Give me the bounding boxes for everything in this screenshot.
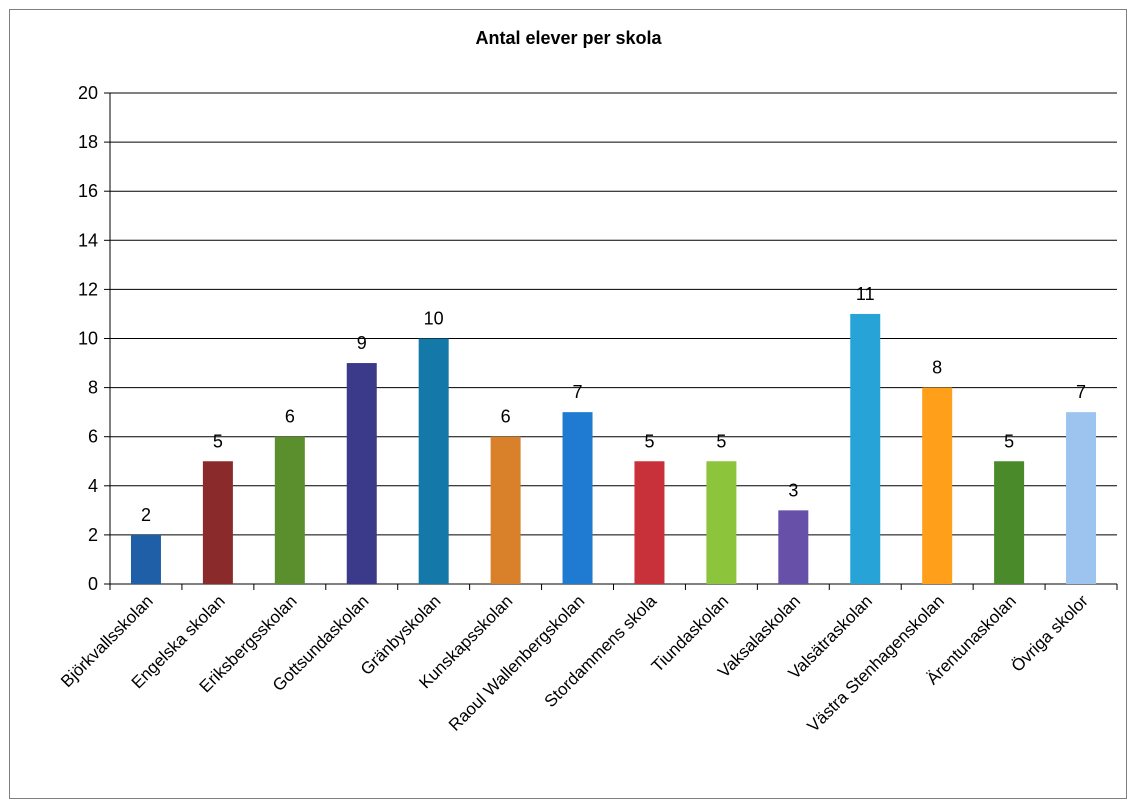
bar: [634, 461, 665, 584]
data-label: 8: [932, 358, 942, 378]
y-tick-label: 4: [88, 476, 98, 496]
bar: [130, 534, 161, 584]
data-label: 5: [213, 431, 223, 451]
data-label: 10: [424, 309, 444, 329]
data-label: 6: [285, 407, 295, 427]
data-label: 9: [357, 333, 367, 353]
bar: [418, 338, 449, 584]
y-tick-label: 10: [78, 329, 98, 349]
y-tick-label: 18: [78, 132, 98, 152]
bar: [1066, 412, 1097, 584]
bar: [778, 510, 809, 584]
data-label: 3: [788, 480, 798, 500]
x-tick-label: Övriga skolor: [1008, 591, 1092, 675]
y-tick-label: 0: [88, 574, 98, 594]
data-label: 6: [501, 407, 511, 427]
bar: [994, 461, 1025, 584]
y-tick-label: 2: [88, 525, 98, 545]
y-tick-label: 20: [78, 83, 98, 103]
bar: [274, 436, 305, 584]
x-tick-label: Raoul Wallenbergskolan: [445, 591, 588, 734]
data-label: 7: [1076, 382, 1086, 402]
y-tick-label: 6: [88, 427, 98, 447]
y-tick-label: 14: [78, 230, 98, 250]
y-tick-label: 16: [78, 181, 98, 201]
data-label: 7: [573, 382, 583, 402]
chart-title: Antal elever per skola: [475, 28, 662, 48]
y-tick-label: 12: [78, 279, 98, 299]
data-label: 5: [716, 431, 726, 451]
bar: [202, 461, 233, 584]
bar: [850, 313, 881, 584]
data-label: 5: [644, 431, 654, 451]
data-label: 5: [1004, 431, 1014, 451]
bar: [706, 461, 737, 584]
bar: [346, 363, 377, 584]
data-label: 2: [141, 505, 151, 525]
bar: [490, 436, 521, 584]
y-tick-label: 8: [88, 378, 98, 398]
x-tick-label: Västra Stenhagenskolan: [804, 591, 948, 735]
bar: [922, 387, 953, 584]
bar: [562, 412, 593, 584]
data-label: 11: [856, 284, 875, 304]
